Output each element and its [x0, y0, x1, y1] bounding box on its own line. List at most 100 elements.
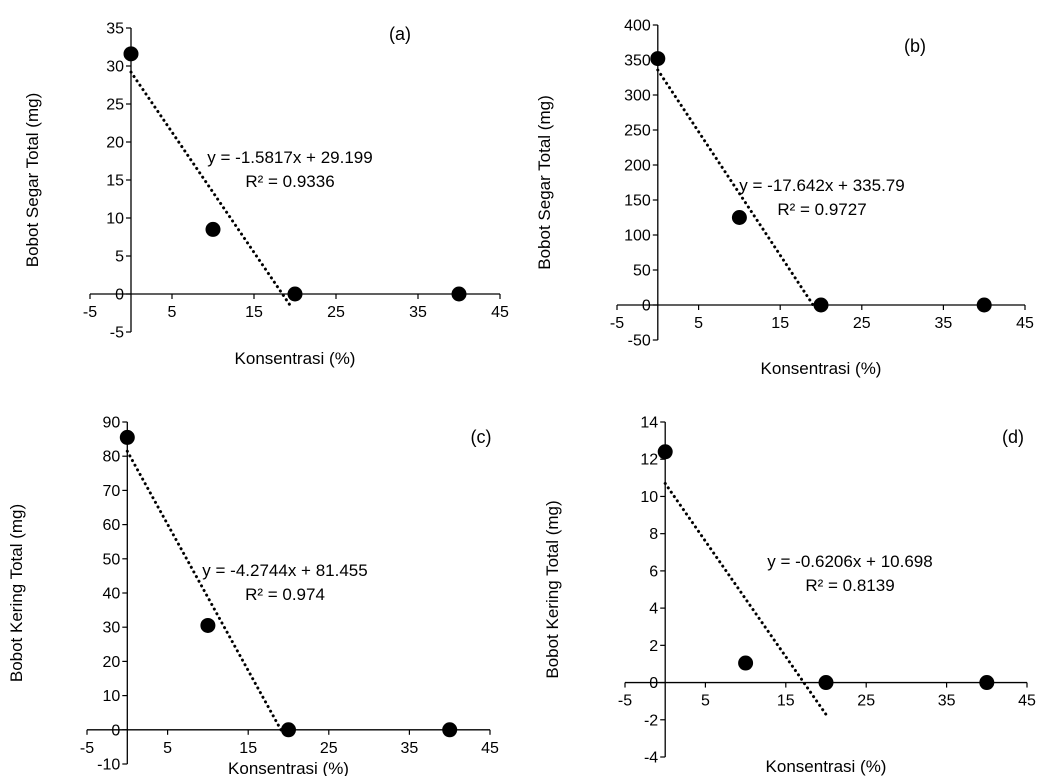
x-tick-label: 5 [694, 315, 703, 332]
y-tick-label: 50 [633, 263, 651, 280]
x-tick-label: 15 [245, 304, 263, 321]
y-axis-label: Bobot Kering Total (mg) [7, 504, 26, 682]
x-tick-label: 15 [239, 740, 257, 757]
data-point [657, 444, 673, 460]
x-tick-label: 5 [168, 304, 177, 321]
y-tick-label: 0 [115, 287, 124, 304]
x-tick-label: 25 [857, 693, 875, 710]
y-tick-label: 50 [103, 551, 121, 568]
trendline [125, 449, 285, 735]
x-tick-label: -5 [610, 315, 624, 332]
trendline-equation: y = -4.2744x + 81.455 [202, 561, 367, 580]
y-tick-label: 12 [640, 452, 658, 469]
y-tick-label: 15 [106, 173, 124, 190]
x-tick-label: 35 [938, 693, 956, 710]
y-tick-label: 25 [106, 97, 124, 114]
y-tick-label: 6 [649, 563, 658, 580]
x-axis-label: Konsentrasi (%) [228, 759, 349, 776]
trendline [663, 481, 830, 719]
panel-label: (a) [389, 24, 411, 44]
y-axis-label: Bobot Kering Total (mg) [543, 500, 562, 678]
data-point [200, 617, 216, 633]
y-tick-label: 400 [624, 18, 651, 35]
trendline-equation: y = -0.6206x + 10.698 [767, 552, 932, 571]
trendline [656, 68, 816, 309]
y-tick-label: 0 [649, 675, 658, 692]
trendline-equation: y = -17.642x + 335.79 [739, 176, 904, 195]
y-tick-label: 5 [115, 249, 124, 266]
y-tick-label: 60 [103, 517, 121, 534]
r-squared-label: R² = 0.9727 [777, 200, 866, 219]
panel-b: -50 0 50 100 150 200 250 300 350 400 -5 5 15 25 35 45 Ko… [535, 18, 1034, 379]
x-tick-label: 5 [701, 693, 710, 710]
y-tick-label: 14 [640, 415, 658, 432]
y-tick-label: -10 [97, 757, 120, 774]
y-tick-label: 90 [103, 415, 121, 432]
y-tick-label: 300 [624, 88, 651, 105]
y-tick-label: 10 [103, 688, 121, 705]
y-tick-label: 30 [103, 620, 121, 637]
data-point [287, 286, 303, 302]
y-tick-label: 8 [649, 526, 658, 543]
x-tick-label: 15 [777, 693, 795, 710]
x-tick-label: 35 [409, 304, 427, 321]
y-tick-label: 0 [111, 722, 120, 739]
x-tick-label: -5 [618, 693, 632, 710]
y-tick-label: 20 [103, 654, 121, 671]
x-axis-label: Konsentrasi (%) [766, 757, 887, 776]
x-tick-label: 45 [1018, 693, 1036, 710]
data-point [119, 429, 135, 445]
y-tick-label: 150 [624, 193, 651, 210]
y-tick-label: 80 [103, 449, 121, 466]
x-axis-label: Konsentrasi (%) [235, 349, 356, 368]
y-tick-label: 40 [103, 586, 121, 603]
panel-label: (d) [1002, 427, 1024, 447]
x-tick-label: 15 [771, 315, 789, 332]
x-tick-label: 45 [491, 304, 509, 321]
y-tick-label: 70 [103, 483, 121, 500]
x-tick-label: 25 [320, 740, 338, 757]
data-point [123, 46, 139, 62]
x-tick-label: 25 [853, 315, 871, 332]
y-tick-label: -5 [110, 325, 124, 342]
x-tick-label: 45 [481, 740, 499, 757]
trendline-equation: y = -1.5817x + 29.199 [207, 148, 372, 167]
panel-label: (c) [471, 427, 492, 447]
x-tick-label: 35 [935, 315, 953, 332]
panel-c: -10 0 10 20 30 40 50 60 70 80 90 -5 5 15 25 35 45 Konsent… [7, 415, 499, 776]
trendline [129, 70, 293, 308]
y-tick-label: 10 [640, 489, 658, 506]
data-point [650, 51, 666, 67]
r-squared-label: R² = 0.9336 [245, 172, 334, 191]
y-tick-label: 10 [106, 211, 124, 228]
r-squared-label: R² = 0.974 [245, 585, 325, 604]
y-tick-label: 35 [106, 21, 124, 38]
panel-a: -5 0 5 10 15 20 25 30 35 -5 5 15 25 35 45 Konsentrasi (… [23, 21, 509, 369]
data-point [979, 675, 995, 691]
y-axis-label: Bobot Segar Total (mg) [23, 93, 42, 268]
r-squared-label: R² = 0.8139 [805, 576, 894, 595]
data-point [281, 722, 296, 738]
y-axis-label: Bobot Segar Total (mg) [535, 95, 554, 270]
x-tick-label: 45 [1016, 315, 1034, 332]
x-tick-label: 25 [327, 304, 345, 321]
x-tick-label: 5 [163, 740, 172, 757]
y-tick-label: -2 [644, 712, 658, 729]
data-point [731, 210, 747, 225]
y-tick-label: 30 [106, 59, 124, 76]
y-tick-label: -50 [628, 333, 651, 350]
data-point [738, 655, 754, 671]
y-tick-label: 250 [624, 123, 651, 140]
data-point [976, 297, 992, 313]
x-tick-label: 35 [401, 740, 419, 757]
y-tick-label: 200 [624, 158, 651, 175]
x-axis-label: Konsentrasi (%) [761, 359, 882, 378]
data-point [451, 286, 467, 302]
data-point [205, 221, 221, 237]
y-tick-label: 2 [649, 638, 658, 655]
y-tick-label: 20 [106, 135, 124, 152]
panel-label: (b) [904, 36, 926, 56]
y-tick-label: 100 [624, 228, 651, 245]
data-point [442, 722, 458, 738]
